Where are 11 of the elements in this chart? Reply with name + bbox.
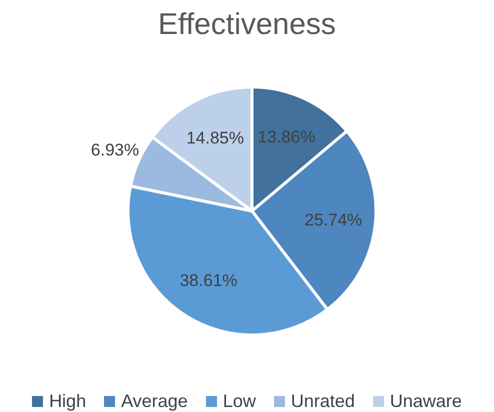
data-label: 25.74%	[304, 210, 362, 230]
data-label: 6.93%	[90, 140, 140, 160]
chart-title: Effectiveness	[157, 8, 337, 42]
legend-label: High	[49, 391, 86, 412]
data-label: 14.85%	[186, 128, 244, 148]
data-label: 13.86%	[258, 127, 316, 146]
legend-label: Average	[121, 391, 188, 412]
legend-label: Unaware	[390, 391, 462, 412]
legend-label: Low	[222, 391, 256, 412]
data-label: 38.61%	[180, 270, 238, 290]
legend-label: Unrated	[290, 391, 355, 412]
